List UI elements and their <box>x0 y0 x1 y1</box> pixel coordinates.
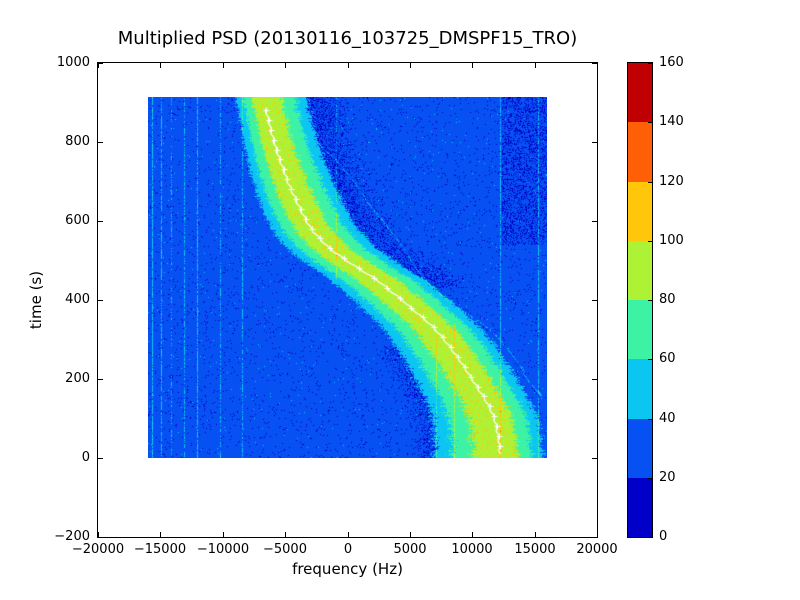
x-tick-mark <box>535 532 536 537</box>
y-tick-mark <box>98 221 103 222</box>
y-tick-mark <box>592 458 597 459</box>
colorbar-segment <box>628 63 652 123</box>
y-tick-mark <box>592 221 597 222</box>
colorbar-tick-label: 20 <box>659 470 676 485</box>
x-tick-label: −15000 <box>133 542 187 557</box>
x-tick-mark <box>160 63 161 68</box>
colorbar <box>627 62 653 538</box>
colorbar-segment <box>628 359 652 419</box>
x-tick-mark <box>535 63 536 68</box>
y-tick-mark <box>592 300 597 301</box>
x-tick-mark <box>160 532 161 537</box>
y-tick-label: 0 <box>81 450 90 465</box>
x-tick-mark <box>597 532 598 537</box>
colorbar-tick-mark <box>648 359 652 360</box>
y-tick-mark <box>98 379 103 380</box>
x-tick-label: 20000 <box>576 542 618 557</box>
colorbar-tick-mark <box>648 63 652 64</box>
y-tick-mark <box>592 63 597 64</box>
x-tick-mark <box>410 532 411 537</box>
colorbar-tick-label: 160 <box>659 55 684 70</box>
x-tick-mark <box>410 63 411 68</box>
colorbar-tick-label: 40 <box>659 411 676 426</box>
x-tick-label: −5000 <box>263 542 307 557</box>
plot-title: Multiplied PSD (20130116_103725_DMSPF15_… <box>117 28 578 49</box>
y-tick-label: 800 <box>65 134 90 149</box>
y-tick-mark <box>592 379 597 380</box>
colorbar-tick-label: 0 <box>659 529 668 544</box>
x-tick-label: 15000 <box>514 542 556 557</box>
y-tick-label: 600 <box>65 213 90 228</box>
colorbar-segment <box>628 418 652 478</box>
x-tick-label: −20000 <box>71 542 125 557</box>
heatmap-canvas <box>148 97 547 458</box>
x-tick-mark <box>223 63 224 68</box>
colorbar-segments <box>628 63 652 537</box>
x-tick-mark <box>597 63 598 68</box>
colorbar-tick-mark <box>648 182 652 183</box>
x-tick-mark <box>348 63 349 68</box>
x-tick-mark <box>223 532 224 537</box>
colorbar-tick-mark <box>648 537 652 538</box>
x-axis-label: frequency (Hz) <box>292 560 403 578</box>
colorbar-segment <box>628 300 652 360</box>
x-tick-mark <box>285 532 286 537</box>
colorbar-tick-mark <box>648 478 652 479</box>
colorbar-tick-label: 100 <box>659 233 684 248</box>
x-tick-mark <box>472 532 473 537</box>
x-tick-label: 10000 <box>451 542 493 557</box>
colorbar-tick-mark <box>648 300 652 301</box>
colorbar-tick-mark <box>648 419 652 420</box>
y-tick-label: −200 <box>54 529 90 544</box>
y-tick-mark <box>98 142 103 143</box>
colorbar-tick-label: 60 <box>659 351 676 366</box>
x-tick-mark <box>285 63 286 68</box>
colorbar-tick-mark <box>648 122 652 123</box>
x-tick-mark <box>348 532 349 537</box>
y-tick-mark <box>98 300 103 301</box>
colorbar-segment <box>628 122 652 182</box>
x-tick-label: 0 <box>343 542 353 557</box>
y-tick-mark <box>592 142 597 143</box>
x-tick-label: 5000 <box>393 542 427 557</box>
y-tick-mark <box>592 537 597 538</box>
y-tick-label: 200 <box>65 371 90 386</box>
x-tick-mark <box>472 63 473 68</box>
colorbar-tick-label: 80 <box>659 292 676 307</box>
colorbar-tick-mark <box>648 241 652 242</box>
colorbar-tick-label: 140 <box>659 114 684 129</box>
y-tick-label: 400 <box>65 292 90 307</box>
x-tick-mark <box>98 63 99 68</box>
colorbar-segment <box>628 181 652 241</box>
y-tick-mark <box>98 537 103 538</box>
colorbar-segment <box>628 477 652 537</box>
y-tick-mark <box>98 63 103 64</box>
x-tick-label: −10000 <box>196 542 250 557</box>
plot-frame <box>97 62 598 538</box>
x-tick-mark <box>98 532 99 537</box>
colorbar-tick-label: 120 <box>659 174 684 189</box>
y-tick-label: 1000 <box>56 55 90 70</box>
y-tick-mark <box>98 458 103 459</box>
colorbar-segment <box>628 240 652 300</box>
